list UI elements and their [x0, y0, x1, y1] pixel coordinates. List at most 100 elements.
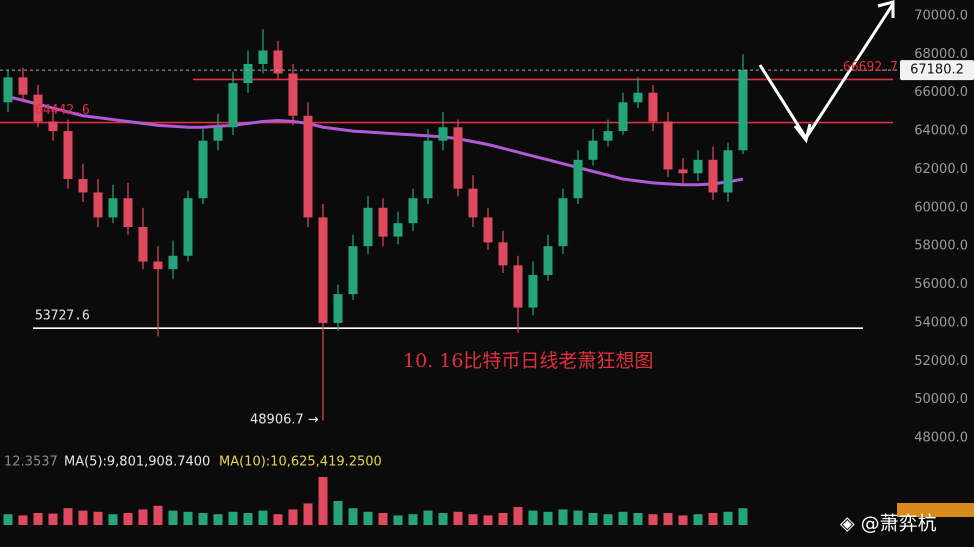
y-tick-label: 66000.0	[914, 85, 968, 100]
volume-bar	[633, 513, 643, 525]
candle-body	[573, 159, 583, 199]
volume-bar	[168, 510, 178, 525]
volume-bar	[243, 513, 253, 525]
candle-body	[258, 50, 268, 64]
volume-bar	[108, 514, 118, 525]
y-tick-label: 68000.0	[914, 47, 968, 62]
volume-bar	[603, 514, 613, 525]
volume-bar	[708, 513, 718, 525]
price-tag-label: 67180.2	[910, 63, 964, 78]
level-label: 66692.7	[843, 60, 898, 75]
candle-body	[48, 121, 58, 132]
candle-body	[423, 140, 433, 199]
volume-bar	[273, 514, 283, 525]
volume-bar	[123, 513, 133, 525]
candle-body	[513, 265, 523, 308]
candle-body	[588, 140, 598, 160]
volume-bar	[423, 510, 433, 525]
volume-bar	[393, 515, 403, 525]
candle-body	[123, 198, 133, 227]
volume-bar	[663, 513, 673, 525]
candle-body	[273, 50, 283, 74]
volume-bar	[573, 510, 583, 525]
candle-body	[393, 223, 403, 237]
y-tick-label: 62000.0	[914, 162, 968, 177]
candle-body	[18, 77, 28, 95]
y-tick-label: 48000.0	[914, 431, 968, 446]
candle-body	[603, 131, 613, 141]
candle-body	[318, 217, 328, 323]
volume-bar	[378, 513, 388, 525]
candle-body	[378, 207, 388, 237]
candle-body	[78, 179, 88, 193]
candle-body	[498, 242, 508, 266]
candle-body	[543, 246, 553, 275]
candle-body	[453, 127, 463, 189]
volume-bar	[498, 513, 508, 525]
candle-body	[708, 159, 718, 193]
volume-bar	[78, 510, 88, 525]
volume-bar	[558, 509, 568, 525]
volume-bar	[333, 501, 343, 525]
candle-body	[213, 127, 223, 141]
candle-body	[333, 294, 343, 323]
volume-bar	[543, 511, 553, 525]
candle-body	[243, 63, 253, 84]
watermark-strip	[897, 503, 974, 517]
candle-body	[153, 261, 163, 270]
price-tag	[900, 60, 974, 81]
y-tick-label: 60000.0	[914, 200, 968, 215]
volume-bar	[153, 505, 163, 525]
candle-body	[138, 227, 148, 262]
y-tick-label: 58000.0	[914, 239, 968, 254]
candle-body	[408, 198, 418, 224]
volume-bar	[183, 511, 193, 525]
volume-bar	[618, 511, 628, 525]
candle-body	[303, 115, 313, 218]
candle-body	[678, 169, 688, 174]
volume-bar	[678, 515, 688, 525]
candle-body	[63, 131, 73, 180]
candle-body	[663, 121, 673, 170]
volume-bar	[453, 511, 463, 525]
annotation: 10. 16比特币日线老萧狂想图	[403, 350, 653, 372]
volume-bar	[138, 509, 148, 525]
candle-body	[438, 127, 448, 141]
candle-body	[723, 150, 733, 193]
volume-label: 12.3537	[4, 455, 58, 470]
ma-line	[7, 95, 744, 187]
candle-body	[3, 77, 13, 103]
volume-bar	[288, 509, 298, 525]
candle-body	[108, 198, 118, 218]
y-tick-label: 64000.0	[914, 124, 968, 139]
volume-bar	[33, 513, 43, 525]
volume-bar	[648, 514, 658, 525]
candle-body	[558, 198, 568, 247]
volume-bar	[738, 508, 748, 525]
y-tick-label: 56000.0	[914, 277, 968, 292]
candle-body	[288, 73, 298, 116]
volume-bar	[528, 510, 538, 525]
level-label: 64442.6	[35, 103, 90, 118]
candle-body	[363, 207, 373, 247]
volume-bar	[723, 511, 733, 525]
volume-bar	[438, 513, 448, 525]
y-tick-label: 70000.0	[914, 8, 968, 23]
y-tick-label: 52000.0	[914, 354, 968, 369]
candle-body	[693, 159, 703, 174]
level-label: 53727.6	[35, 309, 90, 324]
candle-body	[93, 192, 103, 218]
ma5-label: MA(5):9,801,908.7400	[64, 455, 210, 470]
candle-body	[738, 70, 748, 151]
volume-bar	[3, 514, 13, 525]
volume-bar	[228, 511, 238, 525]
volume-bar	[18, 515, 28, 525]
volume-bar	[213, 514, 223, 525]
arrow-head	[877, 0, 895, 18]
volume-bar	[363, 511, 373, 525]
candle-body	[198, 140, 208, 199]
candle-body	[348, 246, 358, 295]
volume-bar	[318, 477, 328, 525]
candle-body	[468, 188, 478, 218]
